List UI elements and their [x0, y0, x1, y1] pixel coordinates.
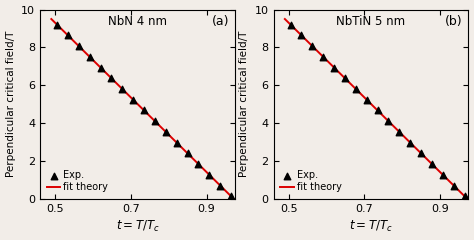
Exp. — [108, 76, 115, 80]
Text: (a): (a) — [211, 15, 229, 28]
Exp. — [461, 194, 468, 198]
Exp. — [319, 55, 327, 59]
Exp. — [428, 162, 436, 166]
Legend: Exp., fit theory: Exp., fit theory — [45, 168, 110, 194]
Text: (b): (b) — [445, 15, 463, 28]
Exp. — [417, 151, 425, 155]
Exp. — [86, 55, 93, 59]
Exp. — [352, 87, 360, 91]
X-axis label: $t = T/T_c$: $t = T/T_c$ — [349, 219, 393, 234]
Exp. — [406, 141, 414, 144]
Exp. — [298, 33, 305, 37]
Exp. — [64, 33, 72, 37]
Exp. — [97, 66, 104, 69]
Exp. — [140, 108, 148, 112]
Exp. — [341, 76, 349, 80]
Exp. — [75, 44, 82, 48]
Exp. — [439, 173, 447, 177]
Y-axis label: Perpendicular critical field/T: Perpendicular critical field/T — [239, 31, 249, 177]
Exp. — [385, 119, 392, 123]
Exp. — [330, 66, 338, 69]
Exp. — [396, 130, 403, 134]
Exp. — [374, 108, 382, 112]
Exp. — [162, 130, 170, 134]
Exp. — [118, 87, 126, 91]
Legend: Exp., fit theory: Exp., fit theory — [278, 168, 344, 194]
Text: NbTiN 5 nm: NbTiN 5 nm — [337, 15, 406, 28]
Exp. — [184, 151, 191, 155]
Exp. — [228, 194, 235, 198]
Exp. — [287, 23, 294, 27]
X-axis label: $t = T/T_c$: $t = T/T_c$ — [116, 219, 159, 234]
Exp. — [217, 184, 224, 187]
Exp. — [173, 141, 181, 144]
Exp. — [450, 184, 457, 187]
Exp. — [206, 173, 213, 177]
Exp. — [363, 98, 371, 102]
Text: NbN 4 nm: NbN 4 nm — [108, 15, 167, 28]
Exp. — [129, 98, 137, 102]
Y-axis label: Perpendicular critical field/T: Perpendicular critical field/T — [6, 31, 16, 177]
Exp. — [309, 44, 316, 48]
Exp. — [151, 119, 159, 123]
Exp. — [195, 162, 202, 166]
Exp. — [53, 23, 61, 27]
